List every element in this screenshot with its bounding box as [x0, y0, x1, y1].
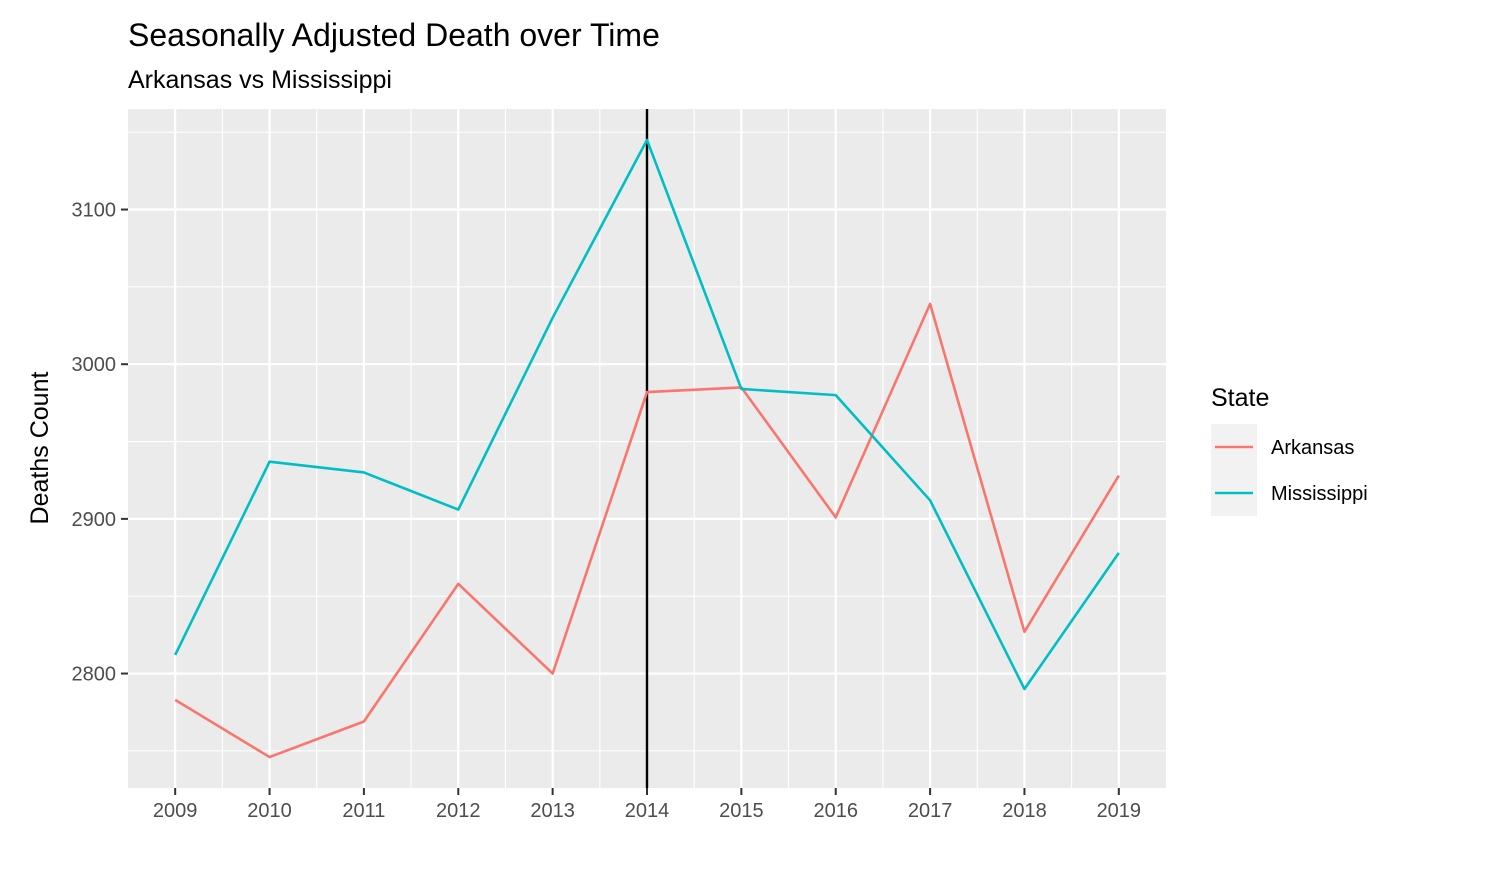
- x-tick-label: 2017: [908, 800, 953, 822]
- x-tick-label: 2018: [1002, 800, 1047, 822]
- x-tick-label: 2009: [153, 800, 198, 822]
- series-layer: [174, 138, 1120, 759]
- x-tick-label: 2012: [436, 800, 481, 822]
- x-tick-label: 2010: [247, 800, 292, 822]
- legend: State Arkansas Mississippi: [1211, 384, 1368, 516]
- y-axis-title: Deaths Count: [26, 372, 54, 525]
- y-tick-label: 2800: [72, 664, 117, 686]
- y-tick-label: 3100: [72, 200, 117, 222]
- legend-items: Arkansas Mississippi: [1215, 437, 1368, 505]
- legend-title: State: [1211, 384, 1269, 412]
- x-tick-label: 2016: [813, 800, 858, 822]
- x-tick-label: 2014: [625, 800, 670, 822]
- x-tick-label: 2019: [1097, 800, 1142, 822]
- y-axis: 2800 2900 3000 3100: [72, 200, 128, 686]
- x-axis: 2009 2010 2011 2012 2013 2014 2015 2016 2017 2018…: [153, 788, 1141, 822]
- x-tick-label: 2011: [342, 800, 385, 822]
- chart-subtitle: Arkansas vs Mississippi: [128, 66, 392, 94]
- x-tick-label: 2013: [530, 800, 575, 822]
- legend-label-arkansas: Arkansas: [1271, 437, 1354, 459]
- series-line-arkansas: [174, 302, 1120, 759]
- y-tick-label: 3000: [72, 354, 117, 376]
- legend-background: [1211, 424, 1257, 516]
- chart-title: Seasonally Adjusted Death over Time: [128, 17, 660, 53]
- y-tick-label: 2900: [72, 509, 117, 531]
- legend-label-mississippi: Mississippi: [1271, 483, 1368, 505]
- x-tick-label: 2015: [719, 800, 764, 822]
- series-line-mississippi: [174, 138, 1120, 691]
